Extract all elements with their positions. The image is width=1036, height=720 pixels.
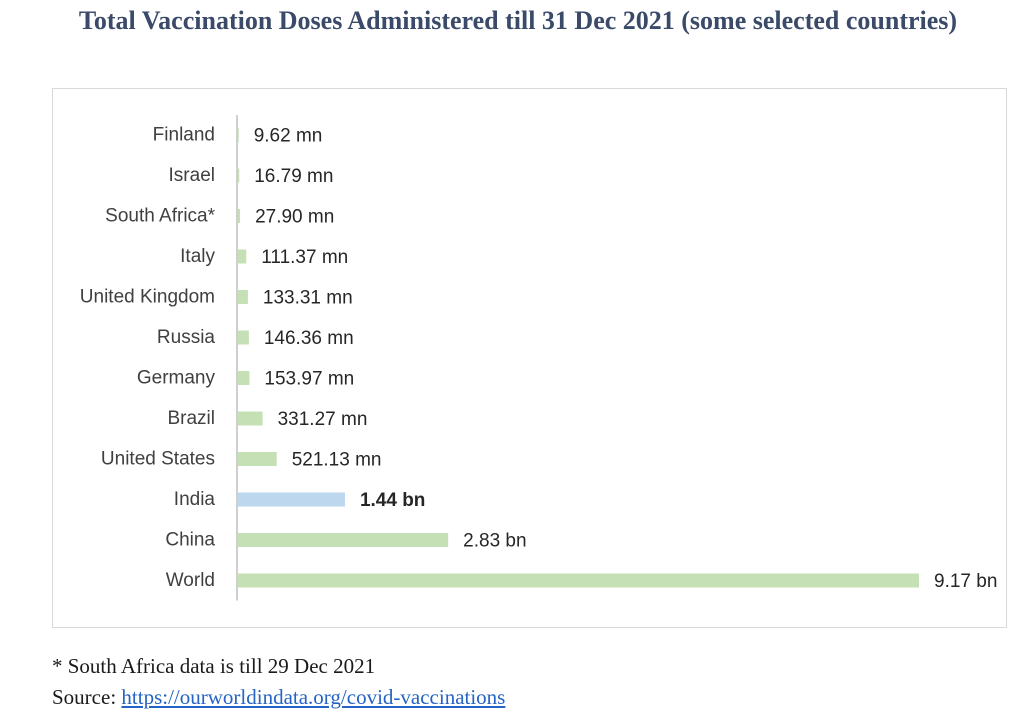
data-label: 1.44 bn bbox=[360, 490, 425, 511]
source-link[interactable]: https://ourworldindata.org/covid-vaccina… bbox=[121, 685, 506, 709]
data-label: 146.36 mn bbox=[264, 328, 354, 349]
data-label: 27.90 mn bbox=[255, 207, 334, 228]
bar-italy bbox=[238, 249, 247, 264]
data-label: 133.31 mn bbox=[263, 288, 353, 309]
data-label: 9.62 mn bbox=[254, 126, 323, 147]
bar-south-africa bbox=[238, 209, 241, 223]
category-label: United States bbox=[101, 449, 215, 470]
category-label: Israel bbox=[169, 165, 215, 186]
source-label: Source: bbox=[52, 685, 117, 709]
data-label: 521.13 mn bbox=[292, 450, 382, 471]
bar-united-kingdom bbox=[238, 290, 248, 304]
chart-frame bbox=[52, 88, 1007, 628]
data-label: 111.37 mn bbox=[261, 247, 348, 268]
bar-germany bbox=[238, 371, 250, 385]
data-label: 331.27 mn bbox=[278, 409, 368, 430]
bar-china bbox=[238, 533, 449, 547]
category-label: Brazil bbox=[167, 408, 215, 429]
bar-finland bbox=[238, 128, 239, 142]
data-label: 2.83 bn bbox=[463, 531, 526, 552]
category-label: Germany bbox=[137, 368, 216, 389]
bar-united-states bbox=[238, 452, 277, 466]
category-label: World bbox=[166, 570, 215, 591]
bar-world bbox=[238, 573, 919, 588]
category-label: South Africa* bbox=[105, 206, 215, 227]
data-label: 16.79 mn bbox=[254, 166, 333, 187]
data-label: 9.17 bn bbox=[934, 571, 997, 592]
footnote: * South Africa data is till 29 Dec 2021 bbox=[52, 654, 376, 678]
chart-title: Total Vaccination Doses Administered til… bbox=[78, 6, 958, 35]
bar-russia bbox=[238, 330, 249, 345]
source-line: Source: https://ourworldindata.org/covid… bbox=[52, 685, 505, 710]
data-label: 153.97 mn bbox=[264, 369, 354, 390]
bar-brazil bbox=[238, 411, 263, 426]
category-label: Finland bbox=[153, 125, 215, 146]
category-label: United Kingdom bbox=[80, 287, 215, 308]
bar-india bbox=[238, 492, 345, 507]
category-label: Italy bbox=[180, 246, 215, 267]
bar-israel bbox=[238, 168, 240, 183]
category-label: Russia bbox=[157, 327, 216, 348]
category-label: China bbox=[165, 530, 215, 551]
category-label: India bbox=[174, 489, 216, 510]
